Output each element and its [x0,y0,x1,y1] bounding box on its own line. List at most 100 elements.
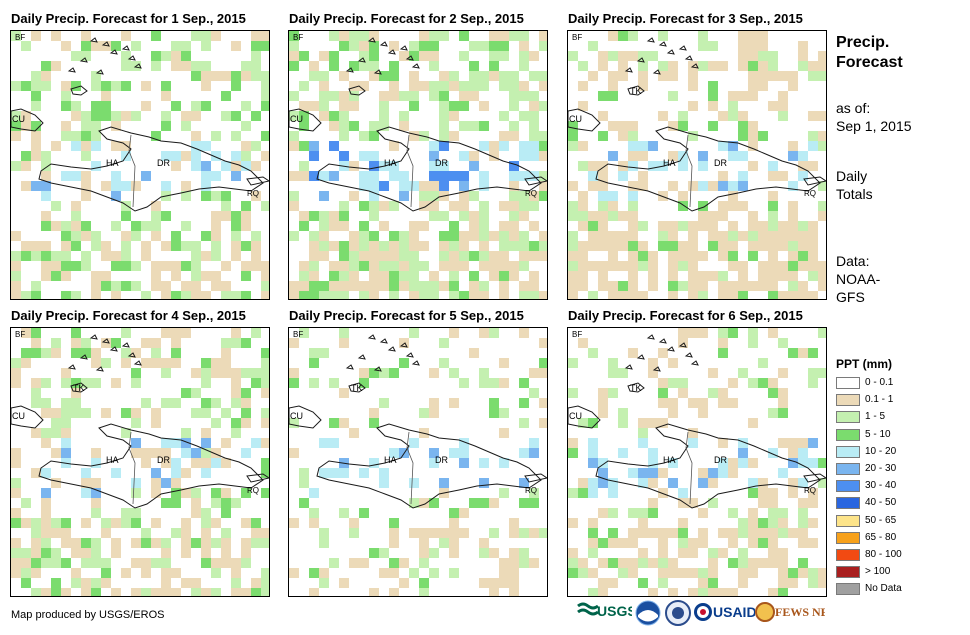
bahamas-island [690,360,699,366]
ha-label: HA [663,158,676,168]
precip-map: BF CU HA DR RQ TK [11,328,269,596]
sidebar-asof-line1: as of: [836,100,871,116]
rq-label: RQ [804,189,816,198]
legend-label: 30 - 40 [865,480,897,492]
usgs-logo-text: USGS [597,603,632,619]
turks-caicos-outline [627,382,645,393]
ha-label: HA [663,455,676,465]
map-panel-1: BF CU HA DR RQ [10,30,270,300]
dr-label: DR [157,158,170,168]
panel-title-5: Daily Precip. Forecast for 5 Sep., 2015 [289,308,524,323]
rq-label: RQ [525,189,537,198]
legend-swatch [836,445,860,458]
bahamas-island [379,338,388,344]
bahamas-island [101,41,110,47]
hispaniola-outline [316,126,542,212]
legend-swatch [836,411,860,424]
usaid-logo: USAID [694,603,755,621]
legend-label: 50 - 65 [865,514,897,526]
sidebar-data-line2: NOAA- [836,271,881,287]
dr-label: DR [714,158,727,168]
precip-map: BF CU HA DR RQ TK [289,328,547,596]
ha-dr-border [128,431,136,505]
bahamas-island [399,342,408,348]
bf-label: BF [15,330,25,339]
bahamas-island [387,346,396,352]
bahamas-island [684,55,693,61]
map-panel-3: BF CU HA DR RQ TK [567,30,827,300]
bahamas-island [399,45,408,51]
hispaniola-outline [38,423,264,509]
ha-dr-border [406,431,414,505]
precip-map: BF CU HA DR RQ TK [568,31,826,299]
bahamas-island [636,354,645,360]
cu-label: CU [290,411,303,421]
hispaniola-outline [316,423,542,509]
bf-label: BF [293,33,303,42]
bahamas-island [624,67,633,73]
map-credit: Map produced by USGS/EROS [11,609,165,621]
tk-label: TK [73,383,85,393]
bahamas-island [684,352,693,358]
sidebar-totals: Daily Totals [836,167,873,203]
tk-label: TK [630,86,642,96]
cu-label: CU [290,114,303,124]
legend-swatch [836,480,860,493]
fewsnet-logo-text: FEWS NET [775,605,825,619]
hispaniola-outline [595,423,821,509]
sidebar-asof: as of: Sep 1, 2015 [836,99,912,135]
ha-dr-border [406,134,414,208]
turks-caicos-outline [70,382,88,393]
ha-dr-border [128,134,136,208]
ha-dr-border [685,431,693,505]
bahamas-island [133,63,142,69]
bahamas-island [658,41,667,47]
bahamas-island [636,57,645,63]
bahamas-island [121,342,130,348]
bahamas-island [95,69,104,75]
fewsnet-logo: FEWS NET [755,602,825,622]
doc-seal-logo [665,600,691,626]
dr-label: DR [714,455,727,465]
bahamas-island [133,360,142,366]
bahamas-island [357,57,366,63]
legend-swatch [836,583,860,596]
ha-label: HA [384,158,397,168]
precip-map: BF CU HA DR RQ TK [568,328,826,596]
panel-title-6: Daily Precip. Forecast for 6 Sep., 2015 [568,308,803,323]
legend-swatch [836,377,860,389]
legend-swatch [836,394,860,407]
bahamas-island [678,342,687,348]
dr-label: DR [435,455,448,465]
precip-grid [568,328,826,596]
turks-caicos-outline [348,85,366,96]
map-panel-5: BF CU HA DR RQ TK [288,327,548,597]
puerto-rico-outline [524,473,547,483]
bahamas-island [666,49,675,55]
bahamas-island [345,67,354,73]
puerto-rico-outline [803,176,826,186]
legend-label: > 100 [865,566,891,578]
cuba-outline [11,405,44,429]
map-panel-6: BF CU HA DR RQ TK [567,327,827,597]
bahamas-island [411,63,420,69]
bahamas-island [367,37,376,43]
bahamas-island [109,346,118,352]
dr-label: DR [157,455,170,465]
ha-label: HA [384,455,397,465]
agency-logos: USGS USAID FEWS NET [577,600,827,628]
sidebar-totals-line1: Daily [836,168,868,184]
bahamas-island [646,37,655,43]
map-panel-4: BF CU HA DR RQ TK [10,327,270,597]
bahamas-island [101,338,110,344]
legend-label: 40 - 50 [865,497,897,509]
bahamas-island [127,55,136,61]
panel-title-4: Daily Precip. Forecast for 4 Sep., 2015 [11,308,246,323]
legend-label: No Data [865,583,902,595]
bahamas-island [678,45,687,51]
legend-label: 0 - 0.1 [865,377,894,388]
legend-swatch [836,531,860,544]
bahamas-island [121,45,130,51]
bahamas-island [373,69,382,75]
bahamas-island [67,364,76,370]
